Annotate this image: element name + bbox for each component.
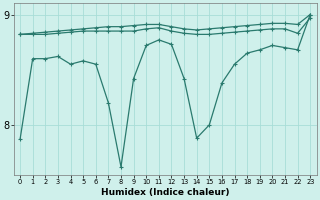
X-axis label: Humidex (Indice chaleur): Humidex (Indice chaleur) [101,188,229,197]
